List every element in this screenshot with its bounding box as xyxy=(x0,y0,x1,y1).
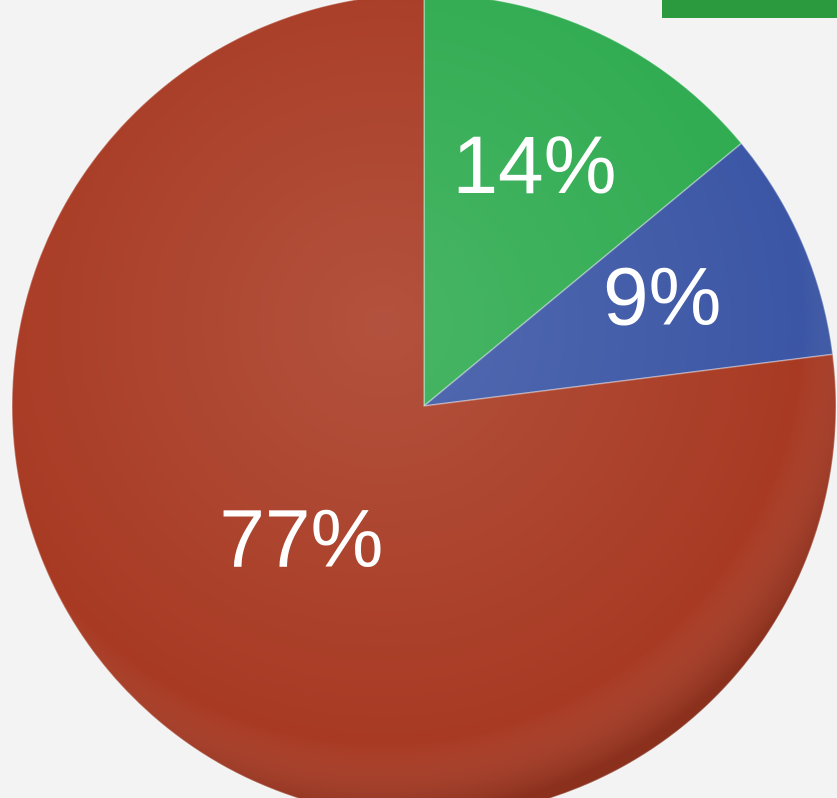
data-label: 77% xyxy=(219,494,383,585)
decoration xyxy=(662,0,837,18)
data-labels: 14% 9% 77% xyxy=(219,120,721,585)
data-label: 9% xyxy=(603,252,722,343)
pie xyxy=(11,0,837,798)
data-label: 14% xyxy=(452,120,616,211)
